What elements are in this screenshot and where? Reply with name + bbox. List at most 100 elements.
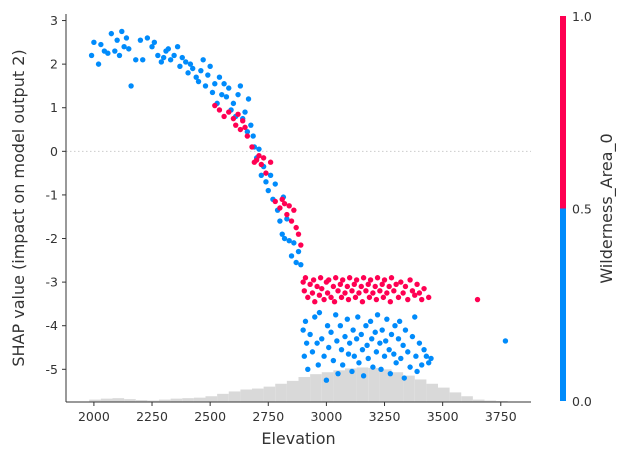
data-point — [310, 277, 317, 283]
data-point — [200, 57, 206, 63]
data-point — [235, 111, 241, 117]
histogram-bar — [449, 392, 462, 402]
histogram-bar — [356, 367, 369, 402]
data-point — [291, 207, 297, 213]
data-point — [319, 285, 325, 292]
data-point — [338, 294, 345, 301]
x-tick-label: 3500 — [427, 409, 459, 424]
data-point — [351, 281, 357, 287]
data-point — [305, 294, 311, 301]
data-point — [372, 283, 378, 290]
data-point — [114, 37, 120, 43]
data-point — [324, 323, 331, 329]
data-point — [474, 296, 481, 303]
data-point — [370, 364, 376, 370]
colorbar-tick-label: 0.0 — [572, 394, 592, 409]
data-point — [272, 198, 278, 205]
histogram-bar — [252, 388, 264, 402]
data-point — [323, 377, 330, 383]
data-point — [207, 63, 213, 70]
data-point — [212, 81, 218, 87]
data-point — [237, 83, 244, 89]
histogram-bar — [461, 396, 473, 402]
histogram-bar — [275, 383, 287, 402]
data-point — [377, 340, 383, 346]
data-point — [398, 279, 404, 285]
data-point — [331, 299, 338, 305]
data-point — [392, 323, 398, 329]
data-point — [333, 312, 339, 318]
data-point — [426, 294, 432, 301]
data-point — [155, 52, 161, 59]
data-point — [335, 370, 341, 377]
data-point — [366, 294, 373, 301]
data-point — [288, 253, 295, 259]
histogram — [89, 367, 508, 402]
data-point — [412, 314, 418, 320]
data-point — [346, 275, 353, 281]
histogram-bar — [170, 398, 183, 402]
data-point — [279, 196, 285, 202]
data-point — [272, 181, 278, 187]
data-point — [363, 323, 369, 329]
data-point — [402, 283, 409, 290]
data-point — [288, 218, 295, 224]
data-point — [405, 349, 411, 355]
histogram-bar — [414, 379, 427, 402]
data-point — [337, 281, 344, 287]
data-point — [381, 277, 388, 283]
data-point — [137, 37, 144, 43]
data-point — [377, 288, 383, 294]
data-point — [379, 281, 385, 287]
data-point — [295, 248, 302, 255]
data-point — [108, 30, 115, 37]
data-point — [349, 288, 355, 294]
x-tick-label: 3750 — [485, 409, 517, 424]
data-point — [353, 336, 360, 342]
y-tick-label: 3 — [50, 13, 58, 28]
data-point — [263, 179, 269, 185]
data-point — [258, 172, 264, 179]
data-point — [98, 41, 104, 48]
data-point — [151, 39, 158, 46]
data-point — [198, 67, 204, 74]
data-point — [316, 292, 323, 298]
data-point — [223, 94, 230, 100]
y-tick-label: -4 — [46, 318, 59, 333]
data-point — [128, 83, 134, 89]
data-point — [328, 294, 334, 301]
data-point — [339, 277, 346, 283]
histogram-bar — [147, 400, 159, 402]
data-point — [372, 329, 378, 335]
data-point — [426, 360, 432, 366]
data-point — [321, 353, 327, 359]
x-tick-label: 2000 — [78, 409, 110, 424]
data-point — [144, 35, 151, 41]
data-point — [307, 331, 313, 338]
data-point — [353, 277, 360, 283]
data-point — [277, 205, 283, 211]
data-point — [373, 349, 380, 355]
data-point — [388, 331, 395, 338]
y-axis-label: SHAP value (impact on model output 2) — [9, 49, 28, 366]
histogram-bar — [298, 377, 311, 402]
data-point — [386, 346, 392, 353]
data-point — [133, 57, 139, 63]
data-point — [307, 281, 313, 287]
data-point — [256, 146, 262, 152]
y-tick-label: 1 — [50, 100, 58, 115]
data-point — [149, 43, 155, 50]
data-point — [256, 152, 262, 159]
histogram-bar — [391, 372, 404, 402]
data-point — [396, 318, 403, 325]
histogram-bar — [124, 399, 136, 402]
data-point — [367, 318, 374, 325]
data-point — [284, 211, 290, 218]
data-point — [380, 294, 387, 301]
data-point — [277, 218, 283, 224]
data-point — [407, 364, 413, 370]
data-point — [359, 346, 366, 353]
colorbar-tick-label: 0.5 — [572, 202, 592, 217]
data-point — [335, 288, 341, 294]
data-point — [291, 240, 297, 246]
